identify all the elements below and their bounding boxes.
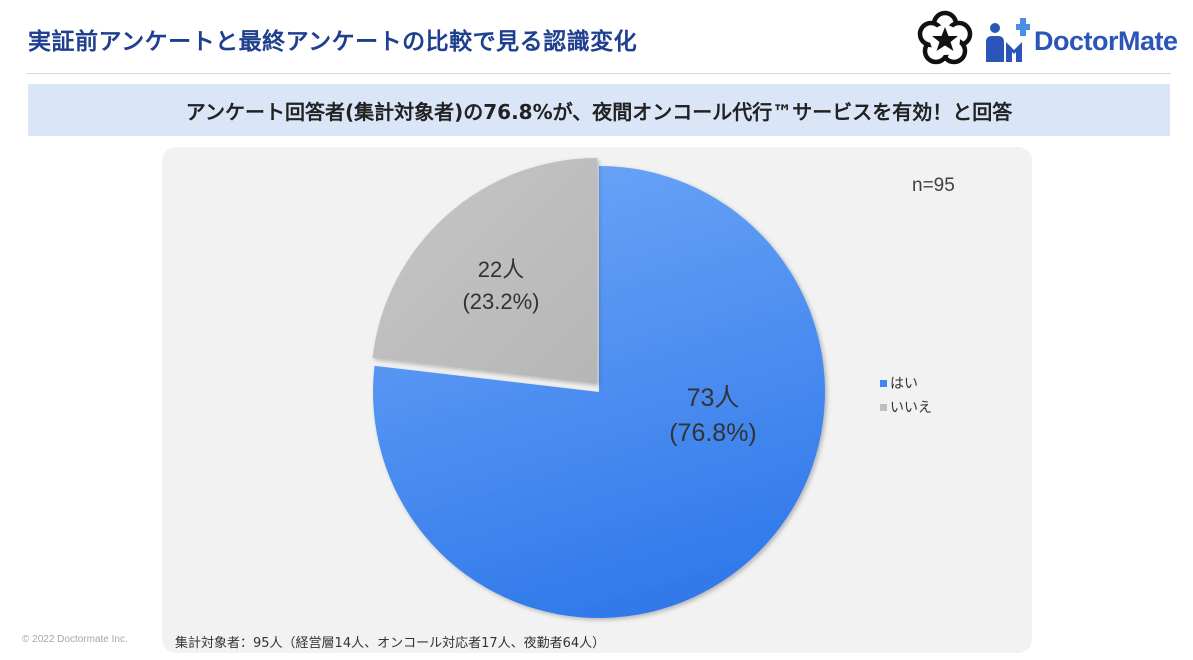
copyright: © 2022 Doctormate Inc. <box>22 634 128 645</box>
logo-area <box>916 10 1178 68</box>
data-label-no-percent: (23.2%) <box>462 289 539 314</box>
legend-label-no: いいえ <box>890 400 932 416</box>
pie-slice-yes <box>372 166 825 618</box>
data-label-yes-percent: (76.8%) <box>669 419 757 447</box>
legend-label-yes: はい <box>890 376 918 392</box>
summary-banner: アンケート回答者(集計対象者)の76.8%が、夜間オンコール代行™サービスを有効… <box>28 84 1170 136</box>
chart-legend: はい いいえ <box>880 371 932 419</box>
pie-chart: 73人 (76.8%) 22人 (23.2%) <box>372 158 825 618</box>
doctormate-mark-icon <box>986 18 1030 62</box>
page-title: 実証前アンケートと最終アンケートの比較で見る認識変化 <box>28 29 638 55</box>
legend-item-no: いいえ <box>880 395 932 419</box>
legend-swatch-yes <box>880 379 887 387</box>
data-label-yes-count: 73人 <box>687 384 740 412</box>
footnote: 集計対象者：95人（経営層14人、オンコール対応者17人、夜勤者64人） <box>175 636 606 651</box>
flower-star-logo-icon <box>917 10 973 65</box>
chart-panel: 73人 (76.8%) 22人 (23.2%) <box>162 147 1032 653</box>
summary-banner-text: アンケート回答者(集計対象者)の76.8%が、夜間オンコール代行™サービスを有効… <box>185 99 1013 124</box>
pie-slice-no <box>372 158 597 384</box>
legend-item-yes: はい <box>880 371 932 395</box>
sample-size-label: n=95 <box>912 175 955 196</box>
header-divider <box>26 73 1171 74</box>
brand-name: DoctorMate <box>1034 26 1178 56</box>
data-label-no-count: 22人 <box>478 257 524 282</box>
legend-swatch-no <box>880 403 887 411</box>
